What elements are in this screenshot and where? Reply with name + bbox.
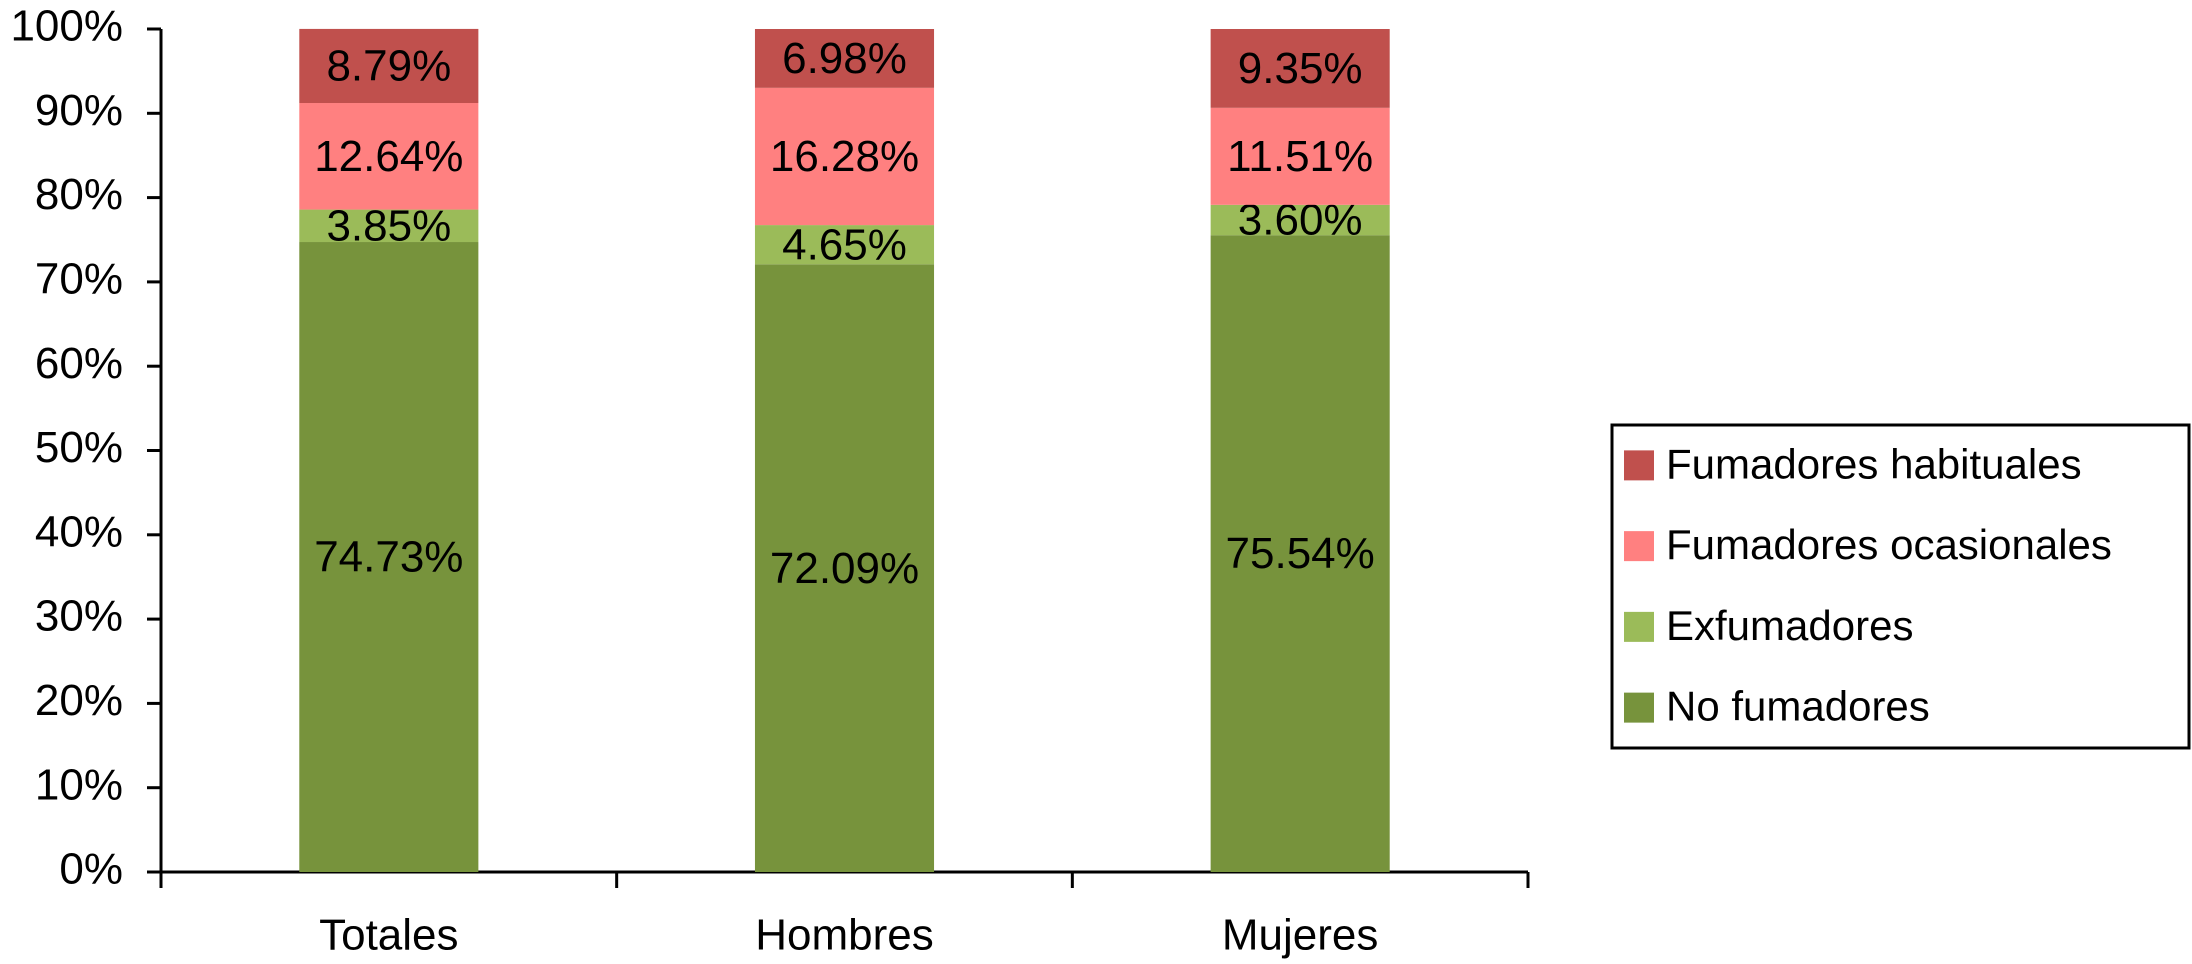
legend-box <box>1610 423 2191 750</box>
bar-segment <box>299 209 479 243</box>
bar-segment <box>1210 204 1390 236</box>
bar-segment <box>1210 235 1390 872</box>
x-tick-label: Mujeres <box>1222 911 1379 960</box>
data-label: 12.64% <box>314 132 463 181</box>
bar-segment <box>754 264 935 872</box>
bar-segment <box>1210 107 1390 205</box>
bar-segment <box>1210 29 1390 108</box>
y-tick-label: 100% <box>10 2 123 51</box>
bar-segment <box>754 29 935 88</box>
data-label: 3.85% <box>326 201 451 250</box>
legend-label: Fumadores ocasionales <box>1666 521 2112 568</box>
y-tick-label: 40% <box>35 507 123 556</box>
x-tick-label: Hombres <box>755 911 934 960</box>
y-tick-label: 70% <box>35 255 123 304</box>
bar-segment <box>754 87 935 226</box>
data-label: 8.79% <box>326 42 451 91</box>
y-tick-label: 90% <box>35 86 123 135</box>
data-label: 72.09% <box>770 544 919 593</box>
bar-segment <box>754 225 935 265</box>
legend-label: No fumadores <box>1666 683 1930 730</box>
x-tick-label: Totales <box>319 911 458 960</box>
data-label: 16.28% <box>770 132 919 181</box>
data-label: 74.73% <box>314 533 463 582</box>
y-tick-label: 20% <box>35 676 123 725</box>
legend-swatch <box>1624 692 1654 723</box>
bar-segment <box>299 28 479 104</box>
y-tick-label: 80% <box>35 170 123 219</box>
y-tick-label: 50% <box>35 423 123 472</box>
legend-swatch <box>1624 450 1654 481</box>
data-label: 6.98% <box>782 34 907 83</box>
y-tick-label: 0% <box>59 845 123 894</box>
legend-label: Exfumadores <box>1666 602 1913 649</box>
data-label: 75.54% <box>1226 529 1375 578</box>
legend-swatch <box>1624 611 1654 642</box>
legend-label: Fumadores habituales <box>1666 440 2082 487</box>
y-tick-label: 10% <box>35 760 123 809</box>
data-label: 11.51% <box>1227 132 1373 181</box>
bar-segment <box>299 242 479 872</box>
data-label: 9.35% <box>1238 44 1363 93</box>
data-label: 4.65% <box>782 220 907 269</box>
y-tick-label: 30% <box>35 592 123 641</box>
legend-swatch <box>1624 531 1654 562</box>
y-tick-label: 60% <box>35 339 123 388</box>
bar-segment <box>299 103 479 210</box>
